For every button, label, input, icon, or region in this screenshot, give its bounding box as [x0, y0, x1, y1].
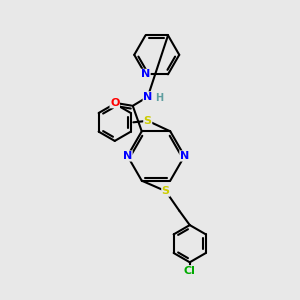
- Text: N: N: [123, 151, 132, 161]
- Text: S: S: [162, 186, 170, 196]
- Text: N: N: [141, 69, 150, 79]
- Text: N: N: [180, 151, 189, 161]
- Text: H: H: [155, 93, 163, 103]
- Text: S: S: [144, 116, 152, 126]
- Text: O: O: [110, 98, 119, 108]
- Text: Cl: Cl: [184, 266, 196, 276]
- Text: N: N: [143, 92, 152, 102]
